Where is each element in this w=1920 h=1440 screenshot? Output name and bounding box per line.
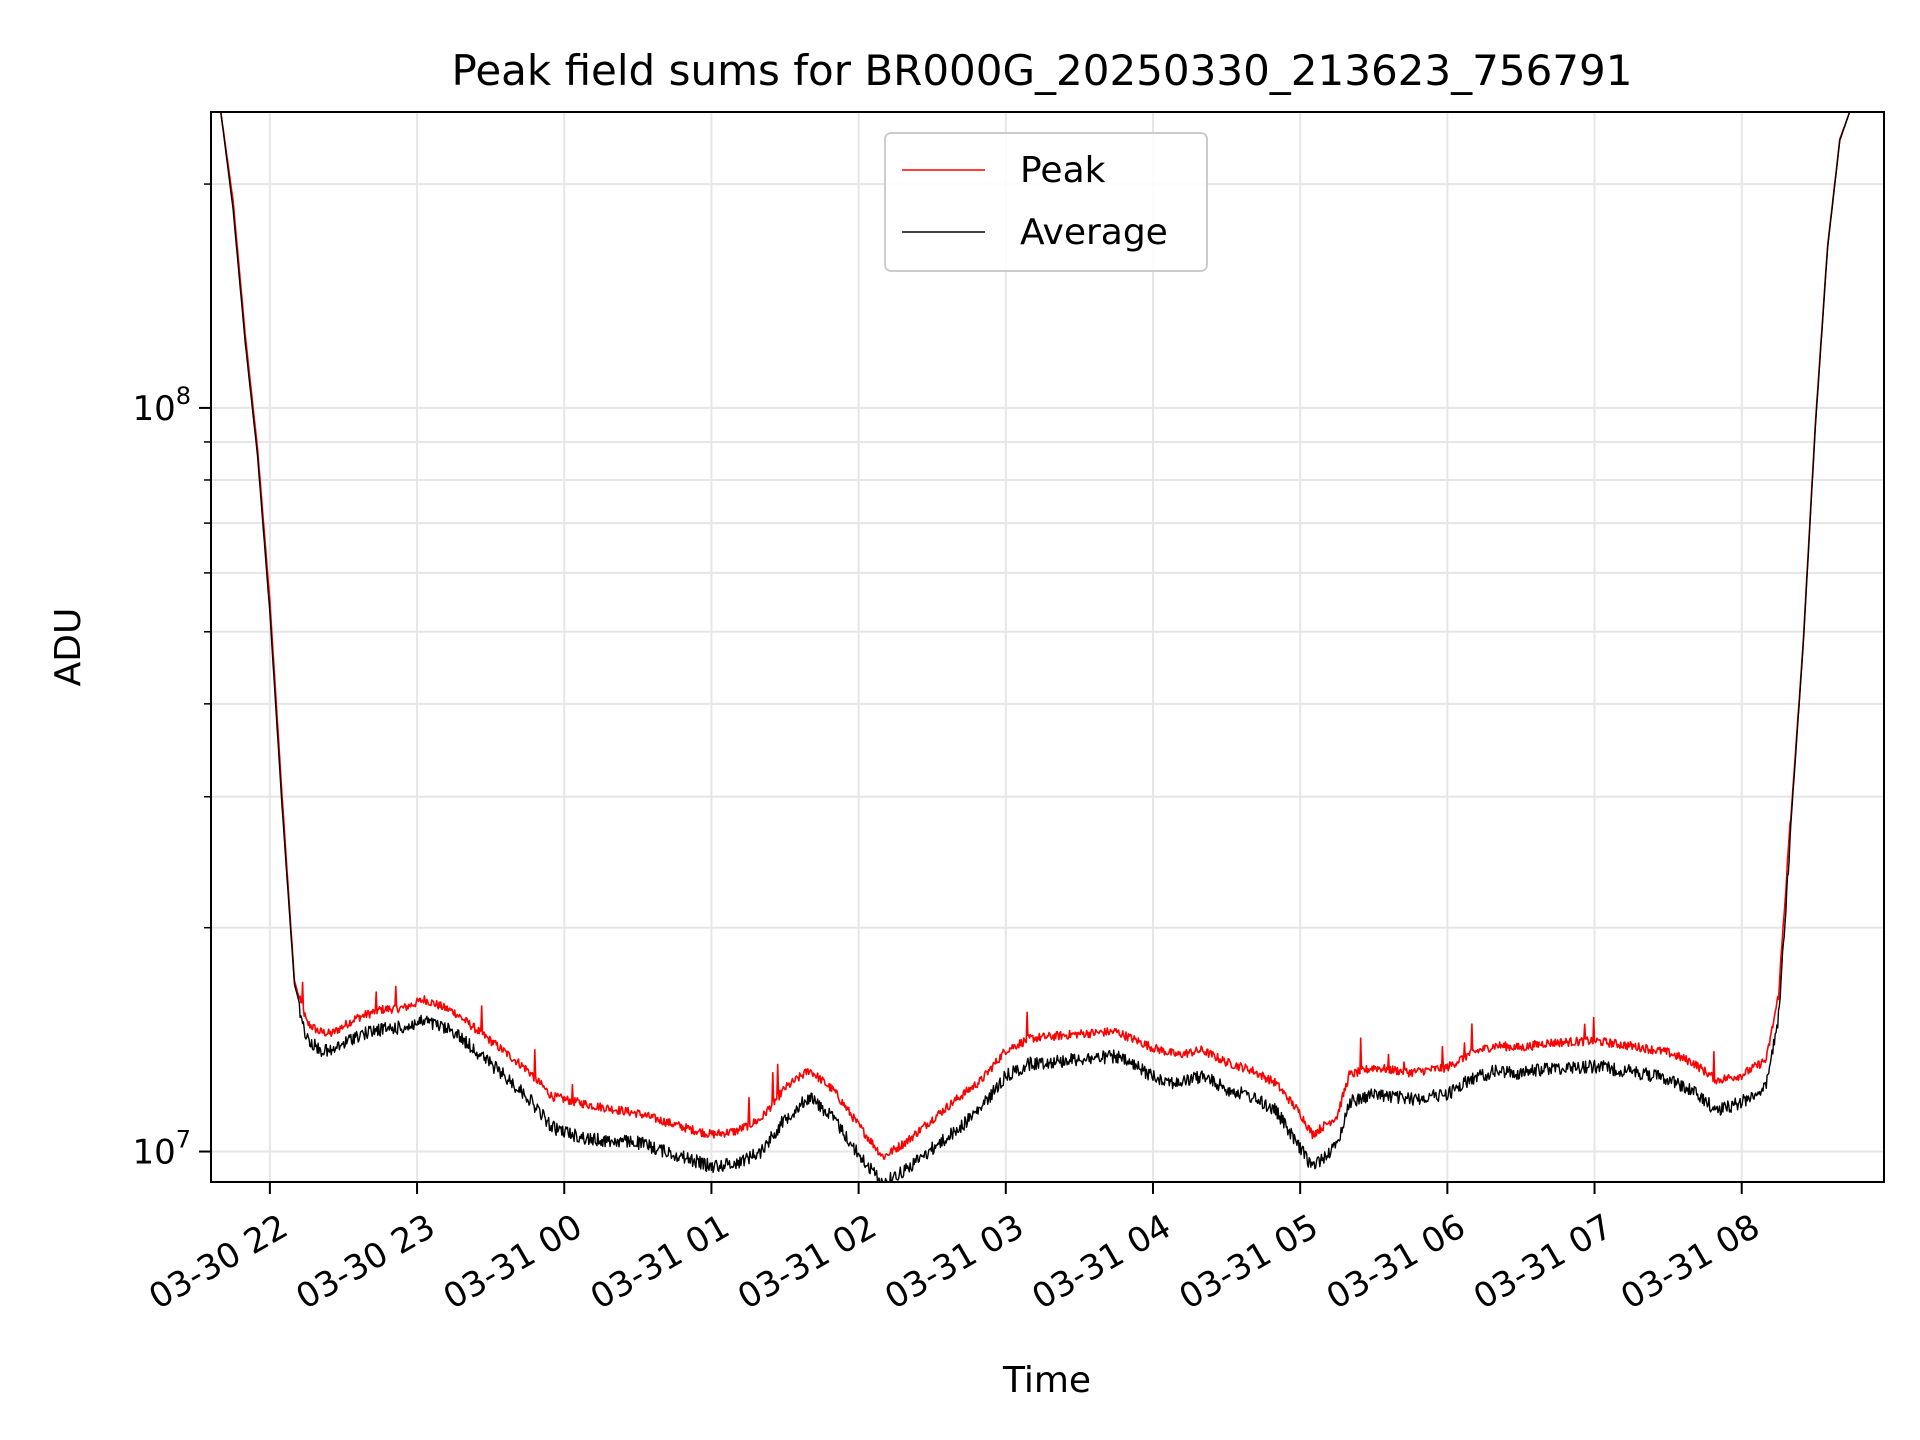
legend: Peak Average	[884, 132, 1208, 272]
plot-frame	[210, 111, 1885, 1183]
series-group	[211, 112, 1860, 1182]
chart-title: Peak field sums for BR000G_20250330_2136…	[452, 46, 1633, 95]
legend-label-peak: Peak	[1020, 150, 1106, 191]
legend-label-average: Average	[1020, 212, 1168, 253]
y-tick-label: 108	[132, 382, 191, 429]
series-line-average	[211, 112, 1860, 1182]
legend-box	[884, 132, 1208, 272]
x-axis-label: Time	[1002, 1360, 1091, 1401]
series-line-peak	[211, 112, 1860, 1161]
y-tick-label: 107	[132, 1126, 191, 1173]
y-axis-label: ADU	[48, 608, 89, 687]
